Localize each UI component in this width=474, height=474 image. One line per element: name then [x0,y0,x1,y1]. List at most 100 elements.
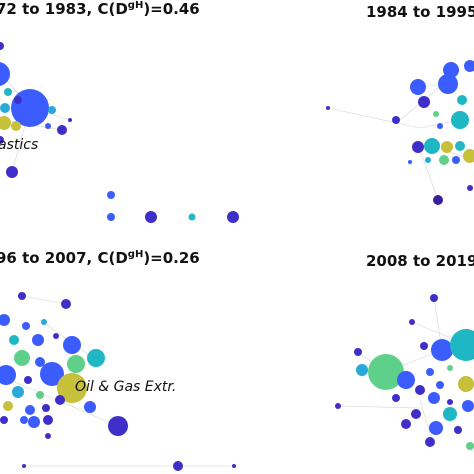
node [424,138,440,154]
node [36,391,44,399]
node [22,464,26,468]
node [452,156,460,164]
node [45,123,51,129]
node [455,141,465,151]
node [107,213,115,221]
node [437,123,443,129]
panel-1-title-prefix: 72 to 1983, C(D [0,0,128,18]
node [4,88,12,96]
node [14,350,30,366]
node [57,125,67,135]
node [32,334,44,346]
node [40,362,64,386]
node [433,195,443,205]
node [0,116,11,130]
node [188,213,196,221]
node [450,329,474,361]
node [173,461,183,471]
node [458,376,474,392]
node [356,364,368,376]
node [0,62,10,86]
panel-3-title-suffix: )=0.26 [143,249,200,267]
panel-1-annotation: astics [0,137,39,153]
node [0,416,8,424]
panel-1-nodes [0,42,239,223]
node [408,160,412,164]
node [0,314,10,326]
node [411,409,421,419]
node [397,371,415,389]
node [415,385,425,395]
node [0,103,10,113]
node [35,357,45,367]
node [53,333,59,339]
node [392,116,400,124]
node [447,365,453,371]
node [87,349,105,367]
panel-2-nodes [326,60,474,205]
node [48,106,56,114]
node [436,381,444,389]
panel-3-nodes [0,292,236,471]
node [14,96,22,104]
node [409,319,415,325]
node [431,339,453,361]
panel-3-title-sup: gH [127,249,144,260]
node [20,416,28,424]
panel-4-nodes [335,294,474,450]
node [227,211,239,223]
node [22,322,30,330]
node [11,121,21,131]
node [439,155,449,165]
node [0,136,4,144]
node [454,426,462,434]
node [57,373,87,403]
node [6,166,18,178]
panel-1-title-sup: gH [127,0,144,11]
node [463,149,474,163]
node [464,60,474,72]
node [63,336,81,354]
node [429,421,443,435]
node [410,79,426,95]
node [67,355,85,373]
node [462,400,474,412]
node [41,319,47,325]
node [232,464,236,468]
node [145,211,157,223]
node [0,42,4,50]
panel-1-title-suffix: )=0.46 [143,0,200,18]
node [368,354,404,390]
node [418,96,430,108]
node [430,294,438,302]
node [45,433,51,439]
node [467,185,473,191]
node [12,386,24,398]
node [457,95,467,105]
panel-4-title-text: 2008 to 2019 [366,252,474,270]
node [24,376,32,384]
node [55,395,65,405]
node [108,416,128,436]
node [443,62,459,78]
panel-4-title: 2008 to 2019 [366,252,474,270]
panel-2-title-text: 1984 to 1995 [366,3,474,21]
panel-3-title: 96 to 2007, C(DgH)=0.26 [0,249,200,267]
node [354,348,362,356]
node [43,415,53,425]
panel-1-title: 72 to 1983, C(DgH)=0.46 [0,0,200,18]
node [428,392,440,404]
node [68,118,72,122]
node [0,365,16,385]
node [420,342,428,350]
node [42,404,50,412]
panel-2-title: 1984 to 1995 [366,3,474,21]
node [326,106,330,110]
node [412,141,424,153]
panel-3-title-prefix: 96 to 2007, C(D [0,249,128,267]
node [84,401,96,413]
node [425,157,431,163]
node [466,442,474,450]
node [438,74,458,94]
